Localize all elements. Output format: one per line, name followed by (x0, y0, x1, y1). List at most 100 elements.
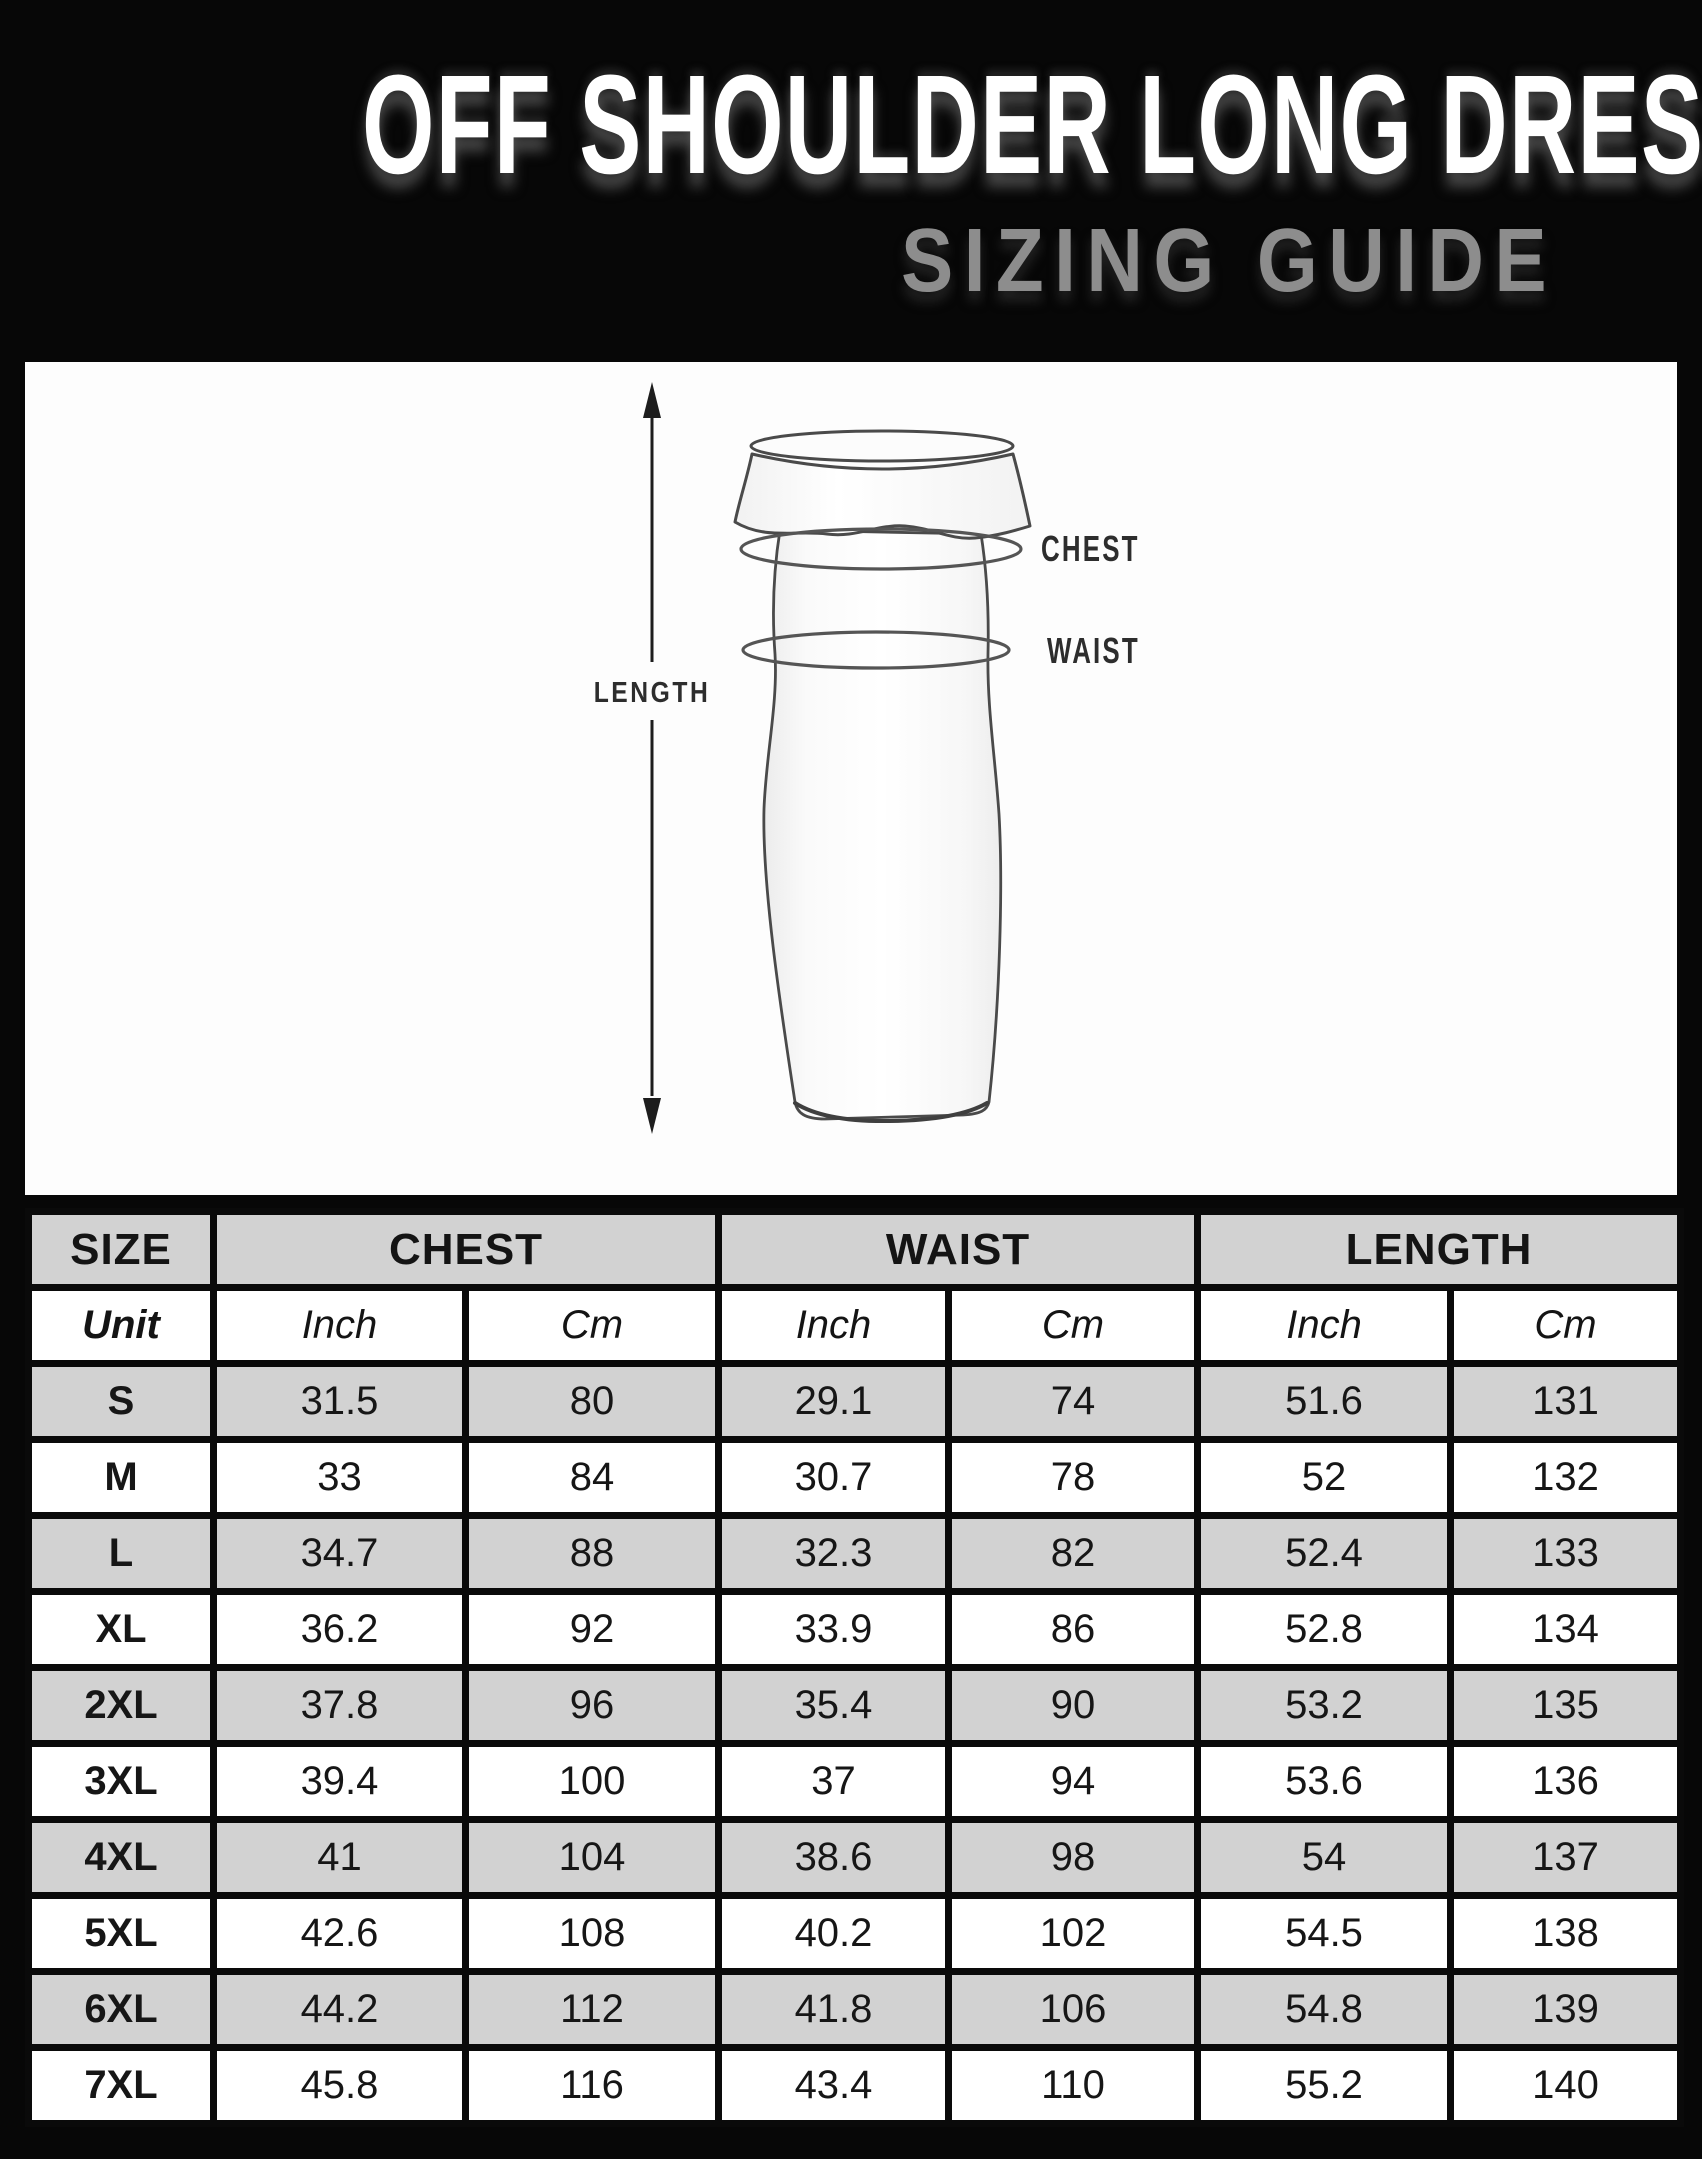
table-row: 6XL 44.2 112 41.8 106 54.8 139 (25, 1968, 1685, 2051)
table-row: 4XL 41 104 38.6 98 54 137 (25, 1816, 1685, 1899)
table-row: 7XL 45.8 116 43.4 110 55.2 140 (25, 2044, 1685, 2127)
length-label: LENGTH (594, 676, 711, 708)
value-cell: 30.7 (715, 1436, 952, 1519)
value-cell: 136 (1447, 1740, 1685, 1823)
table-row: L 34.7 88 32.3 82 52.4 133 (25, 1512, 1685, 1595)
value-cell: 32.3 (715, 1512, 952, 1595)
value-cell: 96 (462, 1664, 722, 1747)
value-cell: 53.2 (1194, 1664, 1455, 1747)
chest-label: CHEST (1041, 529, 1140, 569)
size-table: SIZE CHEST WAIST LENGTH Unit Inch Cm Inc… (25, 1208, 1685, 2127)
arrowhead-down-icon (643, 1098, 661, 1134)
value-cell: 110 (944, 2044, 1202, 2127)
value-cell: 42.6 (210, 1892, 469, 1975)
value-cell: 94 (944, 1740, 1202, 1823)
unit-cell: Cm (462, 1284, 722, 1367)
value-cell: 36.2 (210, 1588, 469, 1671)
value-cell: 98 (944, 1816, 1202, 1899)
value-cell: 82 (944, 1512, 1202, 1595)
dress-sketch (733, 429, 1032, 1124)
size-cell: 5XL (25, 1892, 217, 1975)
size-table-body: S 31.5 80 29.1 74 51.6 131 M 33 84 30.7 78 52 132 L 34.… (25, 1360, 1685, 2127)
unit-row-label: Unit (25, 1284, 217, 1367)
value-cell: 133 (1447, 1512, 1685, 1595)
page-subtitle: SIZING GUIDE (900, 211, 1557, 311)
arrowhead-up-icon (643, 382, 661, 418)
value-cell: 54.8 (1194, 1968, 1455, 2051)
value-cell: 140 (1447, 2044, 1685, 2127)
value-cell: 41 (210, 1816, 469, 1899)
size-cell: 4XL (25, 1816, 217, 1899)
table-row: 2XL 37.8 96 35.4 90 53.2 135 (25, 1664, 1685, 1747)
value-cell: 54 (1194, 1816, 1455, 1899)
value-cell: 54.5 (1194, 1892, 1455, 1975)
value-cell: 52.8 (1194, 1588, 1455, 1671)
value-cell: 52.4 (1194, 1512, 1455, 1595)
table-row: XL 36.2 92 33.9 86 52.8 134 (25, 1588, 1685, 1671)
table-row: 5XL 42.6 108 40.2 102 54.5 138 (25, 1892, 1685, 1975)
waist-ring (741, 630, 1011, 670)
value-cell: 35.4 (715, 1664, 952, 1747)
value-cell: 100 (462, 1740, 722, 1823)
page-subtitle-wrap: SIZING GUIDE (803, 216, 1557, 306)
unit-cell: Inch (715, 1284, 952, 1367)
value-cell: 108 (462, 1892, 722, 1975)
size-cell: L (25, 1512, 217, 1595)
value-cell: 80 (462, 1360, 722, 1443)
table-row: M 33 84 30.7 78 52 132 (25, 1436, 1685, 1519)
value-cell: 45.8 (210, 2044, 469, 2127)
unit-cell: Cm (1447, 1284, 1685, 1367)
dress-measurement-diagram: LENGTH CHEST WAIST (594, 382, 1140, 1134)
value-cell: 137 (1447, 1816, 1685, 1899)
value-cell: 112 (462, 1968, 722, 2051)
col-header-size: SIZE (25, 1208, 217, 1291)
value-cell: 92 (462, 1588, 722, 1671)
size-cell: M (25, 1436, 217, 1519)
length-arrow (643, 382, 661, 1134)
size-cell: S (25, 1360, 217, 1443)
value-cell: 134 (1447, 1588, 1685, 1671)
value-cell: 39.4 (210, 1740, 469, 1823)
value-cell: 33 (210, 1436, 469, 1519)
value-cell: 55.2 (1194, 2044, 1455, 2127)
value-cell: 29.1 (715, 1360, 952, 1443)
size-cell: 6XL (25, 1968, 217, 2051)
value-cell: 139 (1447, 1968, 1685, 2051)
value-cell: 37 (715, 1740, 952, 1823)
value-cell: 104 (462, 1816, 722, 1899)
diagram-panel: LENGTH CHEST WAIST (25, 362, 1677, 1195)
col-header-waist: WAIST (714, 1208, 1202, 1291)
value-cell: 74 (944, 1360, 1202, 1443)
value-cell: 37.8 (210, 1664, 469, 1747)
value-cell: 43.4 (715, 2044, 952, 2127)
page-title: OFF SHOULDER LONG DRESS (362, 45, 1702, 203)
value-cell: 90 (944, 1664, 1202, 1747)
size-cell: 3XL (25, 1740, 217, 1823)
size-table-zone: SIZE CHEST WAIST LENGTH Unit Inch Cm Inc… (25, 1208, 1685, 2127)
value-cell: 52 (1194, 1436, 1455, 1519)
dress-body-outline (762, 528, 1003, 1121)
unit-cell: Inch (1194, 1284, 1455, 1367)
value-cell: 38.6 (715, 1816, 952, 1899)
col-header-length: LENGTH (1194, 1208, 1685, 1291)
hem-line (793, 1101, 989, 1124)
value-cell: 106 (944, 1968, 1202, 2051)
value-cell: 34.7 (210, 1512, 469, 1595)
value-cell: 40.2 (715, 1892, 952, 1975)
value-cell: 102 (944, 1892, 1202, 1975)
col-header-chest: CHEST (210, 1208, 722, 1291)
value-cell: 41.8 (715, 1968, 952, 2051)
neck-opening-ellipse (749, 429, 1015, 463)
value-cell: 132 (1447, 1436, 1685, 1519)
header-band: OFF SHOULDER LONG DRESS SIZING GUIDE (0, 0, 1702, 362)
table-row: 3XL 39.4 100 37 94 53.6 136 (25, 1740, 1685, 1823)
value-cell: 53.6 (1194, 1740, 1455, 1823)
value-cell: 78 (944, 1436, 1202, 1519)
size-cell: 7XL (25, 2044, 217, 2127)
value-cell: 44.2 (210, 1968, 469, 2051)
value-cell: 86 (944, 1588, 1202, 1671)
off-shoulder-band-fill (733, 452, 1032, 540)
table-header-row: SIZE CHEST WAIST LENGTH (25, 1208, 1685, 1291)
value-cell: 51.6 (1194, 1360, 1455, 1443)
